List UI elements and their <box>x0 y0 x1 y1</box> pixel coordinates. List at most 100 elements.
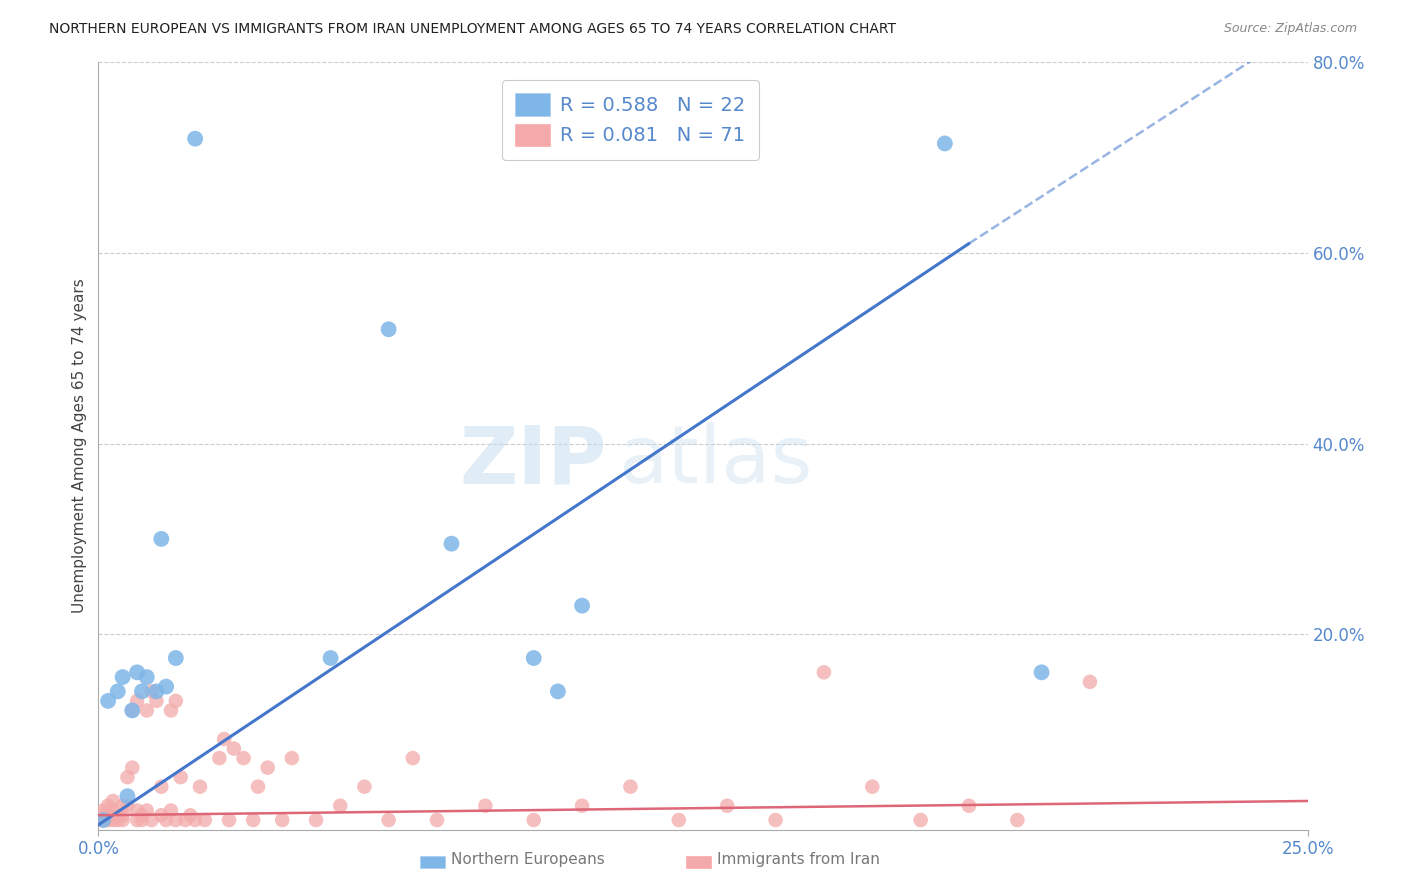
Point <box>256 761 278 775</box>
Point <box>813 665 835 680</box>
Point <box>155 680 177 694</box>
Point <box>150 532 173 546</box>
Point <box>127 694 149 708</box>
Point <box>155 813 177 827</box>
Point <box>222 741 245 756</box>
Point <box>247 780 270 794</box>
Text: Northern Europeans: Northern Europeans <box>451 853 605 867</box>
Point <box>194 813 217 827</box>
Point <box>97 808 120 822</box>
Point <box>184 813 207 827</box>
Point <box>440 537 463 551</box>
Point <box>145 684 167 698</box>
Text: Source: ZipAtlas.com: Source: ZipAtlas.com <box>1223 22 1357 36</box>
Point <box>329 798 352 813</box>
Point <box>169 770 191 784</box>
Legend: R = 0.588   N = 22, R = 0.081   N = 71: R = 0.588 N = 22, R = 0.081 N = 71 <box>502 79 759 160</box>
Point <box>131 684 153 698</box>
Point <box>402 751 425 765</box>
Point <box>426 813 449 827</box>
Point <box>111 798 134 813</box>
Point <box>218 813 240 827</box>
Point <box>145 694 167 708</box>
Point <box>571 798 593 813</box>
Point <box>91 813 114 827</box>
Point <box>117 770 139 784</box>
Point <box>910 813 932 827</box>
Point <box>571 599 593 613</box>
Point <box>121 703 143 717</box>
Point <box>135 670 157 684</box>
Point <box>117 789 139 804</box>
Y-axis label: Unemployment Among Ages 65 to 74 years: Unemployment Among Ages 65 to 74 years <box>72 278 87 614</box>
Point <box>141 813 163 827</box>
Point <box>127 804 149 818</box>
Point <box>101 813 124 827</box>
Point <box>957 798 980 813</box>
Point <box>305 813 328 827</box>
Point <box>127 665 149 680</box>
Point <box>121 703 143 717</box>
Point <box>242 813 264 827</box>
Point <box>160 804 183 818</box>
Point <box>765 813 787 827</box>
Point <box>91 804 114 818</box>
Point <box>150 780 173 794</box>
Point <box>1007 813 1029 827</box>
Point <box>141 684 163 698</box>
Point <box>523 813 546 827</box>
Point <box>1031 665 1053 680</box>
Point <box>87 813 110 827</box>
Point <box>716 798 738 813</box>
Point <box>184 131 207 145</box>
Point <box>127 813 149 827</box>
Point <box>117 798 139 813</box>
Text: ZIP: ZIP <box>458 422 606 500</box>
Point <box>232 751 254 765</box>
Point <box>474 798 496 813</box>
Point <box>101 794 124 808</box>
Point <box>165 813 187 827</box>
Point <box>934 136 956 151</box>
Point <box>131 813 153 827</box>
Point <box>353 780 375 794</box>
Point <box>165 651 187 665</box>
Point <box>619 780 641 794</box>
Point <box>547 684 569 698</box>
Point <box>377 322 399 336</box>
Point <box>135 703 157 717</box>
Point <box>668 813 690 827</box>
Point <box>174 813 197 827</box>
Point <box>91 813 114 827</box>
Text: Immigrants from Iran: Immigrants from Iran <box>717 853 880 867</box>
Point <box>131 808 153 822</box>
Point <box>179 808 201 822</box>
Point <box>160 703 183 717</box>
Point <box>107 813 129 827</box>
Point <box>97 694 120 708</box>
Point <box>101 804 124 818</box>
Point <box>111 670 134 684</box>
Point <box>150 808 173 822</box>
Point <box>319 651 342 665</box>
Point <box>271 813 294 827</box>
Point <box>91 808 114 822</box>
Point <box>135 804 157 818</box>
Point <box>121 761 143 775</box>
Point <box>1078 674 1101 689</box>
Text: NORTHERN EUROPEAN VS IMMIGRANTS FROM IRAN UNEMPLOYMENT AMONG AGES 65 TO 74 YEARS: NORTHERN EUROPEAN VS IMMIGRANTS FROM IRA… <box>49 22 896 37</box>
Point <box>523 651 546 665</box>
Point <box>97 813 120 827</box>
Point <box>208 751 231 765</box>
Point <box>377 813 399 827</box>
Point <box>212 732 235 747</box>
Point <box>860 780 883 794</box>
Point <box>281 751 304 765</box>
Point <box>107 808 129 822</box>
Point <box>188 780 211 794</box>
Point <box>165 694 187 708</box>
Text: atlas: atlas <box>619 422 813 500</box>
Point <box>111 808 134 822</box>
Point <box>107 684 129 698</box>
Point <box>111 813 134 827</box>
